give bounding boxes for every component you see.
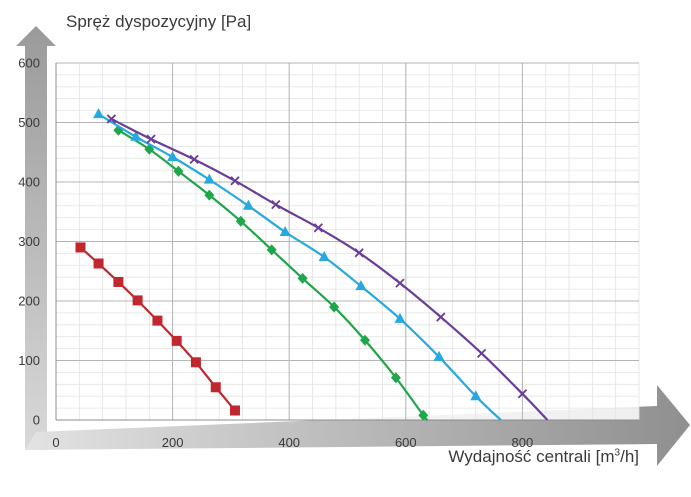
grid [56,63,639,420]
x-axis-title-end: /h] [620,447,639,466]
data-point [75,242,85,252]
y-tick-label: 100 [18,353,40,368]
y-axis-title: Spręż dyspozycyjny [Pa] [66,12,251,32]
data-point [191,357,201,367]
y-tick-label: 200 [18,294,40,309]
x-tick-label: 0 [52,435,59,450]
data-point [230,405,240,415]
x-tick-label: 600 [395,435,417,450]
data-point [133,295,143,305]
data-point [94,259,104,269]
y-tick-label: 400 [18,175,40,190]
x-tick-label: 200 [162,435,184,450]
y-tick-label: 600 [18,56,40,71]
y-tick-label: 300 [18,234,40,249]
x-tick-label: 400 [278,435,300,450]
data-point [113,277,123,287]
x-axis-title-main: Wydajność centrali [m [448,447,614,466]
y-tick-label: 500 [18,115,40,130]
x-axis-title: Wydajność centrali [m3/h] [448,447,639,467]
data-point [211,382,221,392]
data-point [152,316,162,326]
y-tick-label: 0 [33,413,40,428]
data-point [172,336,182,346]
